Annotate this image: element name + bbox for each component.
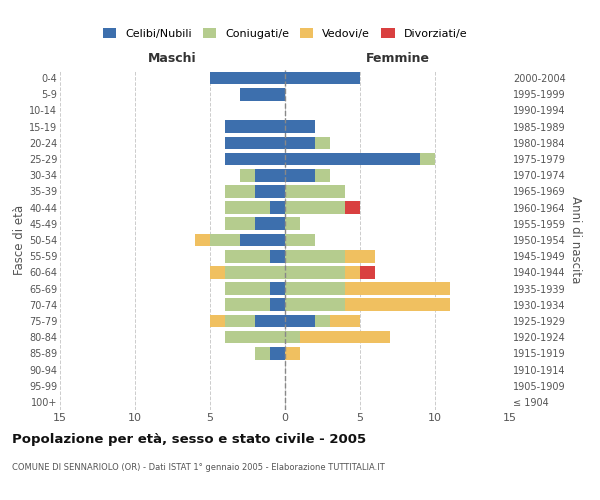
Bar: [345, 282, 450, 295]
Bar: [285, 347, 300, 360]
Bar: [285, 120, 315, 133]
Bar: [285, 266, 345, 278]
Text: Femmine: Femmine: [365, 52, 430, 65]
Bar: [285, 314, 315, 328]
Bar: [285, 234, 315, 246]
Bar: [225, 250, 270, 262]
Bar: [255, 218, 285, 230]
Bar: [270, 250, 285, 262]
Bar: [225, 331, 285, 344]
Bar: [285, 72, 360, 85]
Text: COMUNE DI SENNARIOLO (OR) - Dati ISTAT 1° gennaio 2005 - Elaborazione TUTTITALIA: COMUNE DI SENNARIOLO (OR) - Dati ISTAT 1…: [12, 462, 385, 471]
Bar: [270, 298, 285, 311]
Bar: [240, 169, 255, 181]
Bar: [255, 185, 285, 198]
Bar: [345, 266, 360, 278]
Bar: [315, 136, 330, 149]
Bar: [330, 314, 360, 328]
Bar: [210, 266, 225, 278]
Bar: [225, 136, 285, 149]
Bar: [210, 72, 285, 85]
Bar: [285, 282, 345, 295]
Bar: [360, 266, 375, 278]
Bar: [270, 202, 285, 214]
Bar: [300, 331, 390, 344]
Bar: [345, 202, 360, 214]
Bar: [285, 250, 345, 262]
Bar: [225, 314, 255, 328]
Bar: [195, 234, 210, 246]
Bar: [225, 202, 270, 214]
Bar: [285, 152, 420, 166]
Bar: [225, 298, 270, 311]
Bar: [210, 314, 225, 328]
Bar: [270, 282, 285, 295]
Bar: [420, 152, 435, 166]
Bar: [255, 347, 270, 360]
Bar: [225, 218, 255, 230]
Bar: [315, 169, 330, 181]
Bar: [270, 347, 285, 360]
Y-axis label: Fasce di età: Fasce di età: [13, 205, 26, 275]
Bar: [285, 136, 315, 149]
Text: Maschi: Maschi: [148, 52, 197, 65]
Legend: Celibi/Nubili, Coniugati/e, Vedovi/e, Divorziati/e: Celibi/Nubili, Coniugati/e, Vedovi/e, Di…: [103, 28, 467, 38]
Bar: [225, 152, 285, 166]
Bar: [315, 314, 330, 328]
Bar: [240, 88, 285, 101]
Bar: [255, 314, 285, 328]
Bar: [210, 234, 240, 246]
Bar: [225, 282, 270, 295]
Bar: [285, 218, 300, 230]
Bar: [225, 266, 285, 278]
Bar: [285, 202, 345, 214]
Bar: [240, 234, 285, 246]
Bar: [285, 185, 345, 198]
Bar: [285, 331, 300, 344]
Bar: [225, 120, 285, 133]
Bar: [285, 169, 315, 181]
Bar: [225, 185, 255, 198]
Bar: [345, 250, 375, 262]
Bar: [345, 298, 450, 311]
Bar: [285, 298, 345, 311]
Text: Popolazione per età, sesso e stato civile - 2005: Popolazione per età, sesso e stato civil…: [12, 432, 366, 446]
Y-axis label: Anni di nascita: Anni di nascita: [569, 196, 583, 284]
Bar: [255, 169, 285, 181]
